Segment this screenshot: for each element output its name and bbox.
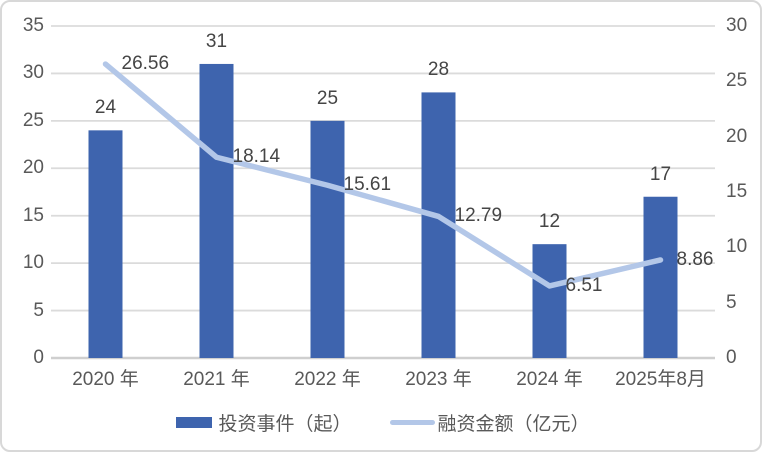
line-series-swatch-icon [389,420,435,425]
legend-label-bar-series: 投资事件（起） [218,414,352,435]
legend-item-line-series: 融资金额（亿元） [389,409,590,436]
bar [532,244,567,358]
bar [310,120,345,358]
bar-series-swatch-icon [176,417,213,428]
line-series [102,61,664,289]
legend: 投资事件（起） 融资金额（亿元） [2,409,760,436]
bar [88,130,123,358]
legend-label-line-series: 融资金额（亿元） [437,414,590,435]
bar [199,63,234,358]
bar [643,196,678,358]
legend-item-bar-series: 投资事件（起） [176,409,352,436]
